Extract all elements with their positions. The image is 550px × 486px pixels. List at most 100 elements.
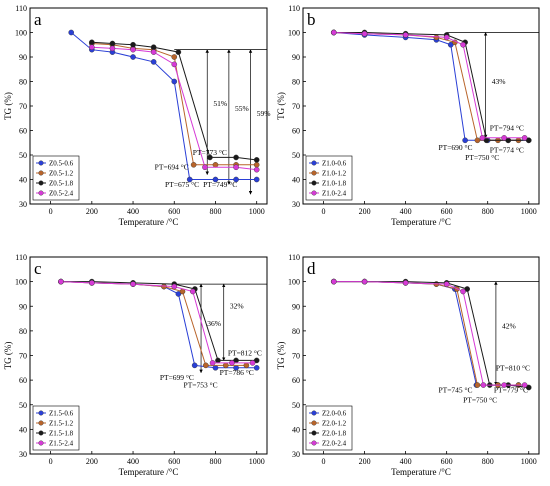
y-tick-label: 90 bbox=[19, 53, 27, 62]
y-tick-label: 110 bbox=[15, 253, 27, 262]
panel-letter: a bbox=[34, 10, 42, 29]
legend-entry: Z1.5-1.8 bbox=[49, 430, 74, 438]
series-line bbox=[333, 281, 519, 386]
series-line bbox=[333, 281, 519, 386]
data-point bbox=[222, 362, 229, 369]
series-line bbox=[91, 46, 257, 171]
series-Z2.0-2.4 bbox=[330, 278, 528, 388]
legend-entry: Z2.0-0.6 bbox=[322, 410, 347, 418]
x-tick-label: 1000 bbox=[521, 207, 537, 216]
legend-entry: Z1.0-2.4 bbox=[322, 190, 347, 198]
legend-swatch-marker bbox=[38, 190, 44, 196]
data-point bbox=[233, 164, 239, 171]
data-point bbox=[150, 44, 157, 51]
x-tick-label: 400 bbox=[127, 457, 139, 466]
legend-swatch-marker bbox=[38, 170, 44, 176]
annotation-label: 59% bbox=[257, 109, 271, 118]
legend-entry: Z1.0-0.6 bbox=[322, 160, 347, 168]
data-point bbox=[402, 280, 409, 286]
data-point bbox=[68, 29, 75, 36]
data-point bbox=[447, 41, 454, 48]
data-point bbox=[433, 34, 440, 41]
data-point bbox=[361, 278, 368, 285]
y-tick-label: 100 bbox=[15, 278, 27, 287]
y-tick-label: 60 bbox=[292, 376, 300, 385]
legend-entry: Z1.0-1.2 bbox=[322, 170, 347, 178]
y-tick-label: 40 bbox=[292, 176, 300, 185]
x-tick-label: 200 bbox=[359, 457, 371, 466]
data-point bbox=[443, 34, 450, 41]
x-tick-label: 600 bbox=[168, 457, 180, 466]
x-tick-label: 800 bbox=[209, 457, 221, 466]
x-tick-label: 0 bbox=[49, 207, 53, 216]
y-tick-label: 100 bbox=[15, 29, 27, 38]
data-point bbox=[479, 135, 486, 141]
legend-entry: Z0.5-0.6 bbox=[49, 160, 74, 168]
x-tick-label: 200 bbox=[86, 457, 98, 466]
data-point bbox=[501, 135, 507, 141]
data-point bbox=[330, 29, 337, 36]
legend-entry: Z2.0-2.4 bbox=[322, 440, 347, 448]
data-point bbox=[480, 382, 487, 388]
panel-c: 30 40 50 60 70 80 90 100 110 0 200 400 600 800 1000 Tem… bbox=[3, 253, 268, 477]
data-point bbox=[243, 362, 250, 369]
legend-swatch-marker bbox=[311, 170, 317, 176]
x-axis-label: Temperature /°C bbox=[119, 217, 179, 227]
data-point bbox=[215, 357, 221, 364]
y-tick-label: 50 bbox=[292, 151, 300, 160]
data-point bbox=[150, 59, 157, 65]
y-tick-label: 30 bbox=[292, 450, 300, 459]
legend-swatch-marker bbox=[38, 410, 44, 416]
data-point bbox=[130, 281, 136, 287]
panel-letter: d bbox=[307, 259, 316, 278]
data-point bbox=[501, 382, 507, 388]
data-point bbox=[212, 365, 219, 371]
y-tick-label: 40 bbox=[19, 425, 27, 434]
series-line bbox=[91, 41, 257, 161]
data-point bbox=[474, 382, 481, 388]
panel-d: 30 40 50 60 70 80 90 100 110 0 200 400 600 800 1000 Tem… bbox=[276, 253, 540, 477]
x-tick-label: 600 bbox=[441, 457, 453, 466]
legend-swatch-marker bbox=[38, 420, 44, 426]
series-Z0.5-1.8 bbox=[89, 39, 260, 163]
data-point bbox=[89, 44, 95, 51]
series-Z2.0-1.2 bbox=[330, 278, 522, 388]
series-Z1.5-2.4 bbox=[58, 278, 256, 366]
y-tick-label: 50 bbox=[19, 151, 27, 160]
data-point bbox=[233, 154, 239, 161]
data-point bbox=[130, 54, 136, 60]
annotation-label: PT=779 °C bbox=[494, 385, 528, 394]
legend: Z2.0-0.6 Z2.0-1.2 Z2.0-1.8 Z2.0-2.4 bbox=[305, 405, 353, 451]
annotation-label: 51% bbox=[213, 99, 227, 108]
data-point bbox=[130, 41, 136, 48]
data-point bbox=[253, 161, 260, 168]
annotation-label: PT=745 °C bbox=[438, 385, 472, 394]
y-tick-label: 110 bbox=[288, 4, 300, 13]
annotation-label: PT=774 °C bbox=[490, 146, 524, 155]
data-point bbox=[525, 137, 532, 144]
data-point bbox=[89, 39, 95, 46]
x-axis-label: Temperature /°C bbox=[119, 467, 179, 477]
y-axis-label: TG (%) bbox=[3, 342, 13, 370]
annotation-label: 42% bbox=[502, 321, 516, 330]
legend-swatch-marker bbox=[311, 430, 317, 436]
series-line bbox=[70, 32, 257, 180]
legend-entry: Z0.5-2.4 bbox=[49, 190, 74, 198]
panel-letter: b bbox=[307, 10, 316, 29]
x-tick-label: 600 bbox=[168, 207, 180, 216]
x-tick-label: 800 bbox=[482, 207, 494, 216]
y-tick-label: 80 bbox=[19, 78, 27, 87]
data-point bbox=[207, 154, 213, 161]
annotation-label: PT=699 °C bbox=[160, 373, 194, 382]
x-axis-label: Temperature /°C bbox=[391, 217, 451, 227]
y-tick-label: 30 bbox=[292, 200, 300, 209]
data-point bbox=[191, 362, 198, 369]
data-point bbox=[89, 280, 95, 286]
annotation-label: PT=786 °C bbox=[220, 368, 254, 377]
x-tick-label: 400 bbox=[400, 207, 412, 216]
y-tick-label: 80 bbox=[19, 327, 27, 336]
legend-swatch-marker bbox=[38, 440, 44, 446]
data-point bbox=[233, 176, 239, 183]
